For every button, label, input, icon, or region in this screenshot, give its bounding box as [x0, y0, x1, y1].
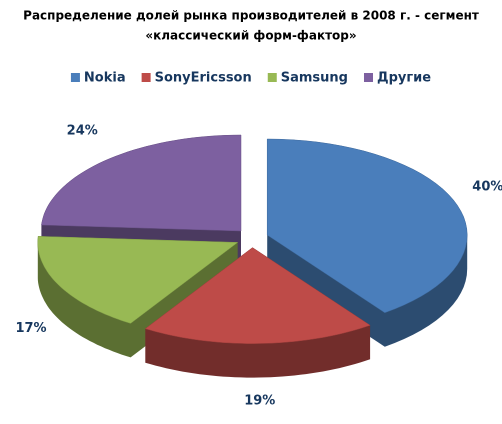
legend-swatch	[70, 73, 80, 82]
legend-swatch	[267, 73, 277, 82]
data-label: 17%	[15, 321, 46, 336]
data-label: 19%	[244, 394, 275, 409]
slice	[41, 134, 242, 232]
data-label: 24%	[67, 124, 98, 139]
slice	[266, 138, 468, 313]
data-label: 40%	[472, 179, 502, 194]
legend-swatch	[363, 73, 373, 82]
legend-item: Другие	[363, 71, 431, 86]
legend: Nokia SonyEricsson Samsung Другие	[70, 71, 431, 86]
legend-item: Samsung	[267, 71, 348, 86]
chart-title: Распределение долей рынка производителей…	[23, 9, 479, 23]
slice	[144, 247, 371, 344]
legend-label: Nokia	[84, 71, 126, 86]
legend-label: Samsung	[281, 71, 348, 86]
legend-label: SonyEricsson	[155, 71, 252, 86]
legend-label: Другие	[377, 71, 431, 86]
legend-swatch	[141, 73, 151, 82]
legend-item: SonyEricsson	[141, 71, 252, 86]
chart-title: «классический форм-фактор»	[145, 29, 356, 43]
pie: 40% 19% 17% 24%	[15, 124, 502, 409]
slice	[37, 236, 239, 324]
legend-item: Nokia	[70, 71, 126, 86]
